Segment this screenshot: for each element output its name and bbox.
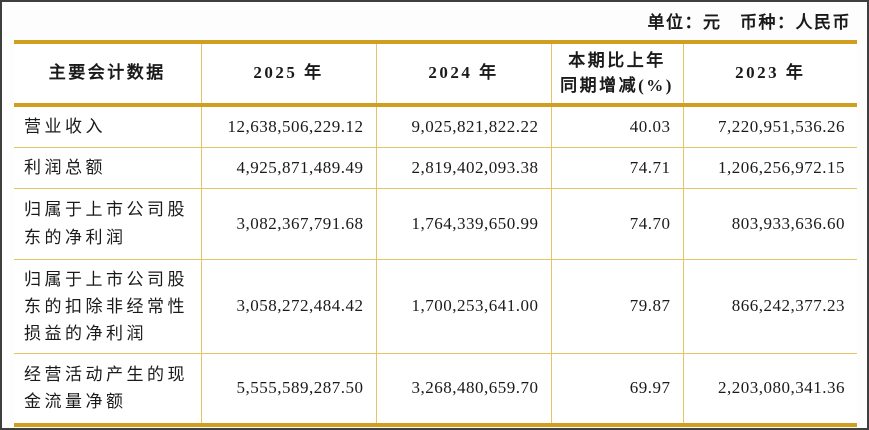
table-row-net-operating-cash-flow: 经营活动产生的现金流量净额 5,555,589,287.50 3,268,480… — [14, 353, 857, 425]
row-label: 利润总额 — [14, 147, 201, 189]
value-2025: 3,082,367,791.68 — [200, 188, 376, 260]
value-yoy-change: 40.03 — [550, 105, 683, 148]
value-2025: 12,638,506,229.12 — [200, 105, 376, 148]
value-2024: 1,700,253,641.00 — [375, 259, 551, 355]
row-label: 经营活动产生的现金流量净额 — [14, 353, 201, 425]
header-year-2024: 2024 年 — [375, 42, 551, 107]
header-year-2025: 2025 年 — [200, 42, 376, 107]
value-yoy-change: 74.71 — [550, 147, 683, 189]
value-2024: 3,268,480,659.70 — [375, 353, 551, 425]
table-row-net-profit-attributable: 归属于上市公司股东的净利润 3,082,367,791.68 1,764,339… — [14, 188, 857, 260]
value-2024: 9,025,821,822.22 — [375, 105, 551, 148]
value-yoy-change: 74.70 — [550, 188, 683, 260]
value-2023: 2,203,080,341.36 — [682, 353, 857, 425]
table-header-row: 主要会计数据 2025 年 2024 年 本期比上年 同期增减(%) 2023 … — [14, 42, 857, 107]
header-yoy-change: 本期比上年 同期增减(%) — [550, 42, 683, 107]
row-label: 营业收入 — [14, 105, 201, 148]
value-2023: 7,220,951,536.26 — [682, 105, 857, 148]
header-main-accounting-data: 主要会计数据 — [14, 42, 201, 107]
header-yoy-change-line2: 同期增减(%) — [560, 75, 674, 95]
value-2024: 2,819,402,093.38 — [375, 147, 551, 189]
value-2025: 4,925,871,489.49 — [200, 147, 376, 189]
value-2025: 3,058,272,484.42 — [200, 259, 376, 355]
table-row-operating-revenue: 营业收入 12,638,506,229.12 9,025,821,822.22 … — [14, 105, 857, 148]
value-yoy-change: 79.87 — [550, 259, 683, 355]
value-2023: 803,933,636.60 — [682, 188, 857, 260]
header-yoy-change-line1: 本期比上年 — [568, 50, 666, 70]
value-2025: 5,555,589,287.50 — [200, 353, 376, 425]
header-year-2023: 2023 年 — [682, 42, 857, 107]
value-2023: 1,206,256,972.15 — [682, 147, 857, 189]
table-row-total-profit: 利润总额 4,925,871,489.49 2,819,402,093.38 7… — [14, 147, 857, 189]
units-label: 单位：元 币种：人民币 — [647, 13, 851, 32]
value-2024: 1,764,339,650.99 — [375, 188, 551, 260]
row-label: 归属于上市公司股东的净利润 — [14, 188, 201, 260]
financial-summary-table: 主要会计数据 2025 年 2024 年 本期比上年 同期增减(%) 2023 … — [14, 40, 857, 427]
table-row-net-profit-excl-nonrecurring: 归属于上市公司股东的扣除非经常性损益的净利润 3,058,272,484.42 … — [14, 259, 857, 355]
value-yoy-change: 69.97 — [550, 353, 683, 425]
row-label: 归属于上市公司股东的扣除非经常性损益的净利润 — [14, 259, 201, 355]
value-2023: 866,242,377.23 — [682, 259, 857, 355]
